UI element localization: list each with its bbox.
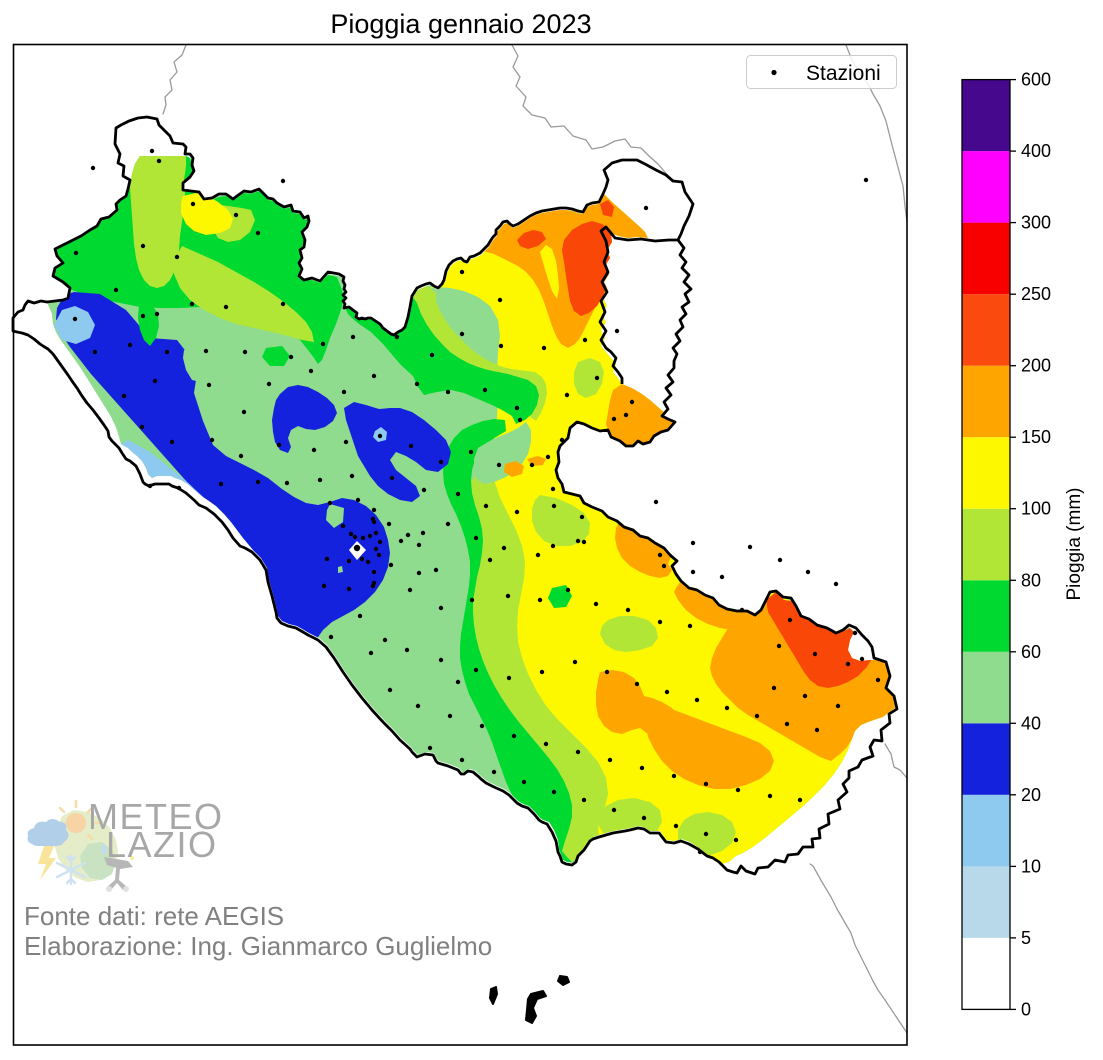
svg-text:Fonte dati: rete AEGIS: Fonte dati: rete AEGIS [24,901,284,931]
svg-text:0: 0 [1021,999,1031,1019]
svg-text:250: 250 [1021,284,1051,304]
svg-text:20: 20 [1021,785,1041,805]
svg-text:LAZIO: LAZIO [106,824,218,865]
svg-text:METEO: METEO [88,796,224,837]
svg-text:400: 400 [1021,141,1051,161]
svg-text:Stazioni: Stazioni [806,62,881,85]
svg-text:5: 5 [1021,928,1031,948]
svg-text:300: 300 [1021,213,1051,233]
svg-text:80: 80 [1021,570,1041,590]
svg-text:100: 100 [1021,499,1051,519]
svg-text:40: 40 [1021,713,1041,733]
svg-text:60: 60 [1021,642,1041,662]
svg-text:Pioggia (mm): Pioggia (mm) [1064,488,1085,601]
svg-text:Pioggia gennaio 2023: Pioggia gennaio 2023 [330,9,591,39]
svg-text:200: 200 [1021,356,1051,376]
svg-text:10: 10 [1021,856,1041,876]
svg-text:600: 600 [1021,70,1051,90]
svg-text:150: 150 [1021,427,1051,447]
svg-text:Elaborazione: Ing. Gianmarco G: Elaborazione: Ing. Gianmarco Guglielmo [24,931,492,961]
